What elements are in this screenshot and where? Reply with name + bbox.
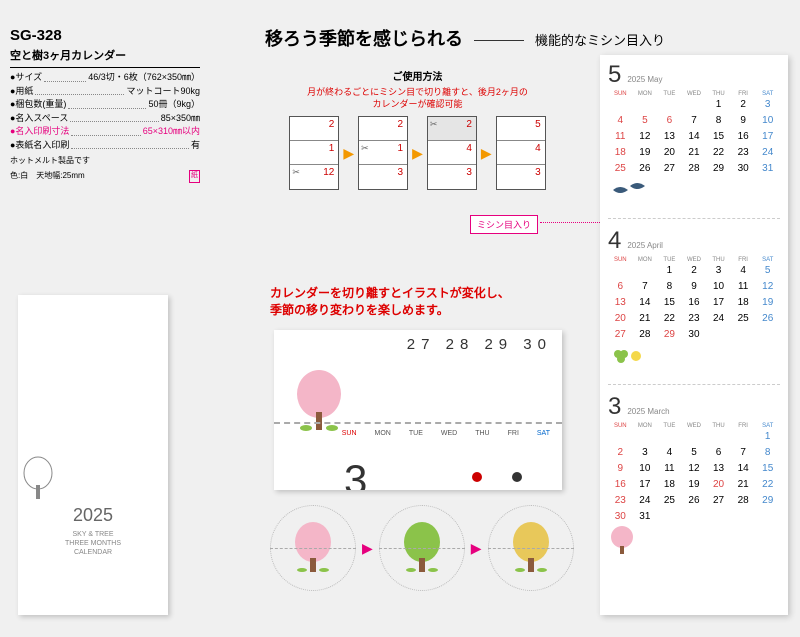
product-title: 空と樹3ヶ月カレンダー xyxy=(10,48,200,69)
spec-row: ●名入印刷寸法65×310㎜以内 xyxy=(10,125,200,139)
calendar-month: 42025 AprilSUNMONTUEWEDTHUFRISAT12345678… xyxy=(608,227,780,385)
spec-note2: 色:白 天地幅:25mm 紙 xyxy=(10,170,200,182)
detail-dashline xyxy=(274,422,562,424)
paper-badge: 紙 xyxy=(189,170,200,183)
usage-diagram: ✂243 xyxy=(427,116,477,190)
calendar-month: 32025 MarchSUNMONTUEWEDTHUFRISAT12345678… xyxy=(608,393,780,566)
spec-row: ●サイズ46/3切・6枚（762×350㎜） xyxy=(10,71,200,85)
detail-dot-red xyxy=(472,472,482,482)
tree-season-circle xyxy=(488,505,574,591)
arrow-right-icon: ▶ xyxy=(471,540,482,557)
headline-divider xyxy=(474,40,524,41)
perforation-label: ミシン目入り xyxy=(470,215,538,234)
spec-row: ●表紙名入印刷有 xyxy=(10,139,200,153)
product-code: SG-328 xyxy=(10,25,200,48)
headline-main: 移ろう季節を感じられる xyxy=(265,29,463,49)
spec-note1: ホットメルト製品です xyxy=(10,155,200,167)
usage-desc: 月が終わるごとにミシン目で切り離すと、後月2ヶ月のカレンダーが確認可能 xyxy=(280,87,555,110)
spec-row: ●名入スペース85×350㎜ xyxy=(10,112,200,126)
usage-diagram: 21✂12 xyxy=(289,116,339,190)
usage-diagrams: 21✂12▶2✂13▶✂243▶543 xyxy=(280,116,555,190)
arrow-right-icon: ▶ xyxy=(481,145,492,162)
spec-rows: ●サイズ46/3切・6枚（762×350㎜）●用紙マットコート90kg●梱包数(… xyxy=(10,71,200,152)
usage-diagram: 543 xyxy=(496,116,546,190)
cover-subtitle: SKY & TREE THREE MONTHS CALENDAR xyxy=(18,530,168,557)
spec-row: ●用紙マットコート90kg xyxy=(10,85,200,99)
tree-sequence: ▶▶ xyxy=(270,505,574,591)
change-description: カレンダーを切り離すとイラストが変化し、季節の移り変わりを楽しめます。 xyxy=(270,285,510,319)
arrow-right-icon: ▶ xyxy=(412,145,423,162)
usage-header: ご使用方法 xyxy=(280,68,555,83)
cover-year: 2025 xyxy=(18,505,168,526)
detail-dot-black xyxy=(512,472,522,482)
tree-season-circle xyxy=(270,505,356,591)
tree-season-circle xyxy=(379,505,465,591)
detail-top-dates: 27 28 29 30 xyxy=(274,330,562,353)
spec-row: ●梱包数(重量)50冊（9kg） xyxy=(10,98,200,112)
arrow-right-icon: ▶ xyxy=(343,145,354,162)
usage-diagram: 2✂13 xyxy=(358,116,408,190)
detail-month-number: 3 xyxy=(344,456,367,490)
headline-sub: 機能的なミシン目入り xyxy=(535,33,665,48)
perforation-leader xyxy=(540,222,600,223)
specs-panel: SG-328 空と樹3ヶ月カレンダー ●サイズ46/3切・6枚（762×350㎜… xyxy=(10,25,200,183)
cover-tree-icon xyxy=(18,455,58,505)
cover-thumbnail: 2025 SKY & TREE THREE MONTHS CALENDAR xyxy=(18,295,168,615)
detail-crop: 27 28 29 30 SUNMONTUEWEDTHUFRISAT 3 xyxy=(274,330,562,490)
main-calendar: 52025 MaySUNMONTUEWEDTHUFRISAT1234567891… xyxy=(600,55,788,615)
detail-tree-illustration xyxy=(292,370,346,437)
usage-section: ご使用方法 月が終わるごとにミシン目で切り離すと、後月2ヶ月のカレンダーが確認可… xyxy=(280,68,555,190)
calendar-month: 52025 MaySUNMONTUEWEDTHUFRISAT1234567891… xyxy=(608,61,780,219)
arrow-right-icon: ▶ xyxy=(362,540,373,557)
headline: 移ろう季節を感じられる 機能的なミシン目入り xyxy=(265,25,665,51)
detail-dow-row: SUNMONTUEWEDTHUFRISAT xyxy=(342,430,562,437)
